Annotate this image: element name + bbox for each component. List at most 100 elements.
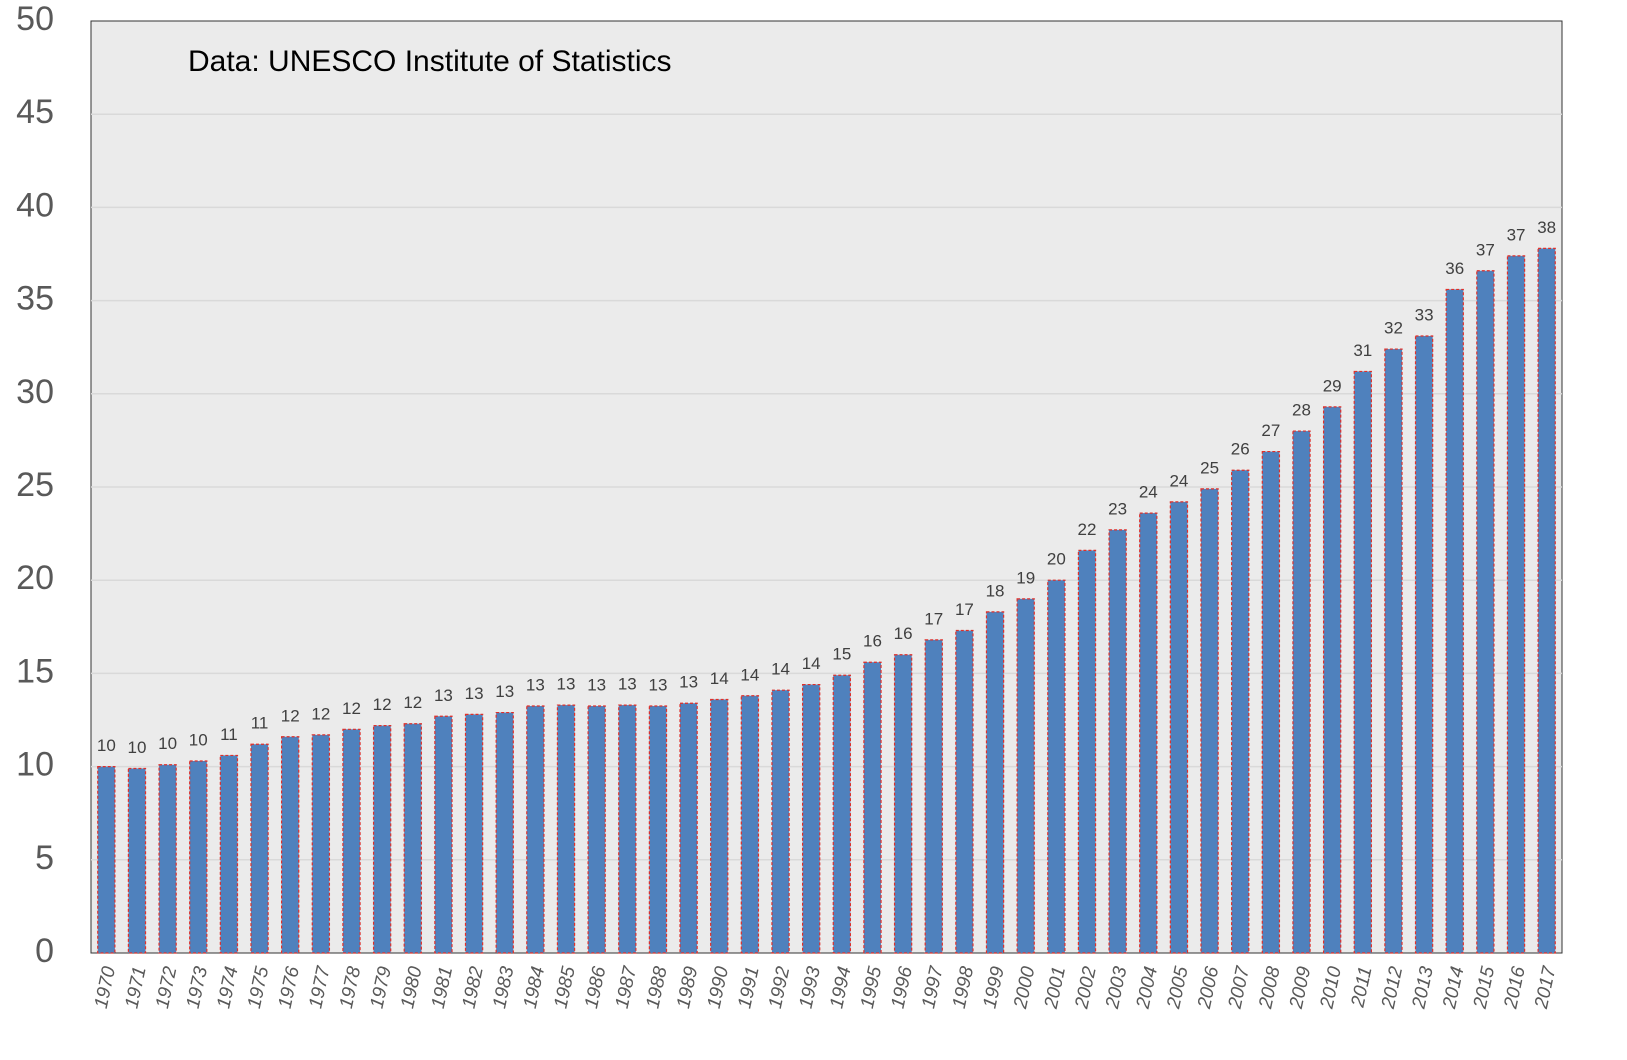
bar: [189, 760, 208, 954]
value-label: 17: [955, 600, 974, 619]
bar: [1261, 450, 1281, 954]
bar: [342, 728, 361, 954]
x-tick-label: 1986: [581, 964, 610, 1010]
bar: [281, 736, 300, 954]
x-tick-label: 1982: [459, 964, 488, 1010]
x-tick-label: 2016: [1500, 964, 1530, 1011]
value-label: 11: [251, 714, 269, 733]
bar: [464, 713, 484, 954]
bar: [1108, 529, 1127, 954]
x-tick-label: 1991: [734, 965, 763, 1011]
x-tick-label: 2010: [1316, 964, 1346, 1011]
value-label: 36: [1445, 259, 1464, 278]
bar: [1047, 579, 1066, 954]
x-tick-label: 1970: [91, 964, 120, 1010]
value-label: 13: [465, 684, 484, 703]
x-tick-label: 2000: [1010, 964, 1040, 1011]
value-label: 14: [802, 654, 821, 673]
value-label: 33: [1415, 306, 1434, 325]
value-label: 16: [863, 632, 882, 651]
bar: [158, 764, 177, 954]
x-tick-label: 2008: [1255, 964, 1285, 1011]
y-tick-label: 15: [16, 652, 54, 690]
value-label: 10: [189, 730, 208, 749]
x-tick-label: 2004: [1133, 965, 1163, 1012]
x-tick-label: 1996: [888, 964, 917, 1010]
value-label: 12: [403, 693, 422, 712]
value-label: 24: [1139, 483, 1158, 502]
bar: [1231, 469, 1250, 954]
x-tick-label: 2005: [1163, 964, 1193, 1011]
value-label: 12: [373, 695, 392, 714]
bar: [1445, 288, 1464, 954]
bar: [740, 695, 760, 954]
x-tick-label: 2015: [1470, 964, 1500, 1011]
x-tick-label: 2014: [1439, 965, 1469, 1012]
bar: [495, 711, 514, 954]
x-tick-label: 2002: [1071, 964, 1101, 1011]
bar: [587, 705, 606, 954]
x-tick-label: 2003: [1102, 964, 1132, 1011]
x-tick-label: 2012: [1378, 964, 1408, 1011]
bar: [832, 674, 852, 954]
bar: [985, 611, 1005, 954]
value-label: 16: [894, 624, 913, 643]
x-tick-label: 1977: [305, 963, 335, 1010]
value-label: 12: [342, 699, 361, 718]
value-label: 19: [1016, 568, 1035, 587]
value-label: 10: [158, 734, 177, 753]
value-label: 13: [587, 676, 606, 695]
bar: [1353, 370, 1372, 954]
value-label: 32: [1384, 319, 1403, 338]
value-label: 10: [97, 736, 116, 755]
bar: [1384, 348, 1403, 954]
x-tick-label: 1997: [918, 963, 948, 1010]
y-tick-label: 30: [16, 373, 54, 411]
x-tick-label: 1979: [367, 964, 396, 1010]
x-tick-label: 1999: [980, 964, 1009, 1010]
x-tick-label: 1981: [428, 965, 457, 1011]
x-tick-label: 1973: [183, 964, 212, 1010]
bar: [1016, 598, 1035, 954]
x-tick-label: 1984: [520, 965, 549, 1011]
bar: [250, 743, 269, 954]
bar: [1414, 335, 1434, 954]
bar: [403, 723, 422, 954]
value-label: 20: [1047, 550, 1066, 569]
y-tick-label: 10: [16, 746, 54, 784]
x-tick-label: 1990: [704, 964, 733, 1010]
y-tick-label: 0: [35, 932, 54, 970]
x-tick-label: 2011: [1347, 965, 1376, 1010]
bar: [710, 698, 729, 954]
bar: [771, 689, 790, 954]
bar: [1476, 270, 1495, 954]
value-label: 14: [740, 665, 759, 684]
value-label: 31: [1353, 341, 1372, 360]
annotation: Data: UNESCO Institute of Statistics: [188, 45, 672, 78]
x-tick-label: 1976: [275, 964, 304, 1010]
x-tick-label: 1985: [550, 964, 579, 1010]
bar: [679, 702, 698, 954]
value-label: 38: [1537, 218, 1556, 237]
value-label: 13: [618, 675, 637, 694]
value-label: 15: [832, 645, 851, 664]
x-tick-label: 1992: [765, 964, 794, 1010]
bar: [97, 765, 116, 954]
x-tick-label: 1987: [612, 963, 642, 1010]
value-label: 10: [128, 738, 147, 757]
bar: [311, 734, 331, 954]
value-label: 13: [557, 675, 576, 694]
y-tick-label: 35: [16, 280, 54, 318]
y-tick-label: 45: [16, 93, 54, 131]
bar: [924, 639, 943, 954]
x-tick-label: 2009: [1286, 964, 1316, 1011]
value-label: 13: [495, 682, 514, 701]
value-label: 13: [526, 676, 545, 695]
value-label: 13: [648, 676, 667, 695]
value-label: 25: [1200, 458, 1219, 477]
bar: [618, 704, 637, 954]
x-tick-label: 2006: [1194, 964, 1224, 1011]
bar: [1077, 549, 1097, 954]
x-tick-label: 2017: [1531, 963, 1561, 1011]
bar: [434, 715, 453, 954]
